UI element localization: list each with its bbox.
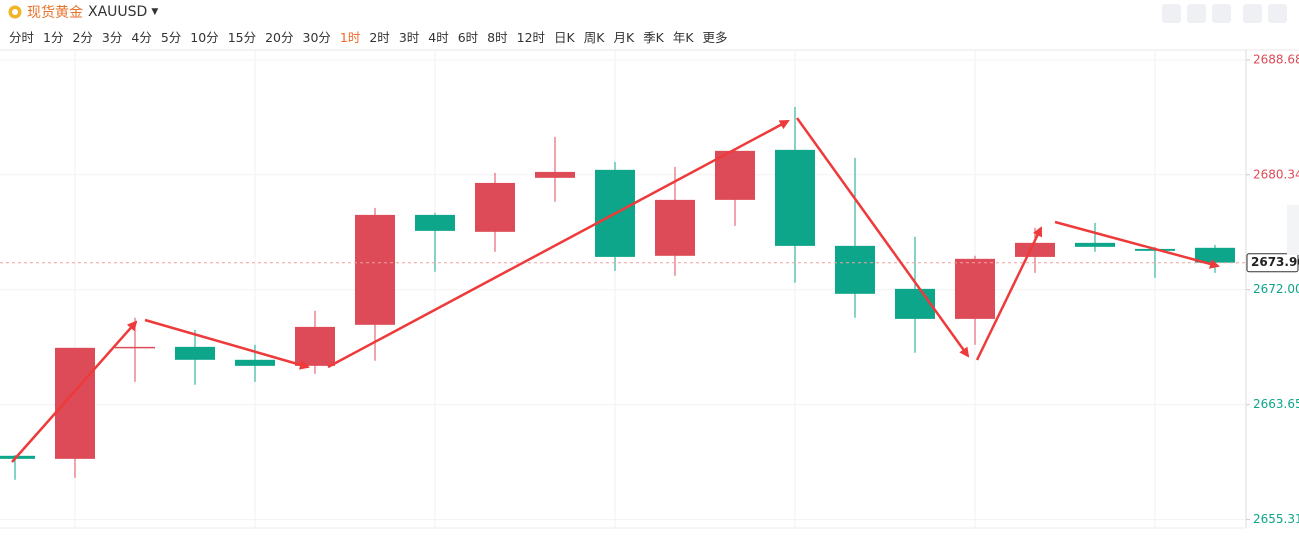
candle-body (235, 359, 275, 366)
candle-body (475, 182, 515, 232)
y-tick-label: 2680.34 (1253, 167, 1299, 181)
interval[interactable]: 30分 (302, 30, 331, 45)
side-handle[interactable] (1287, 205, 1299, 255)
interval[interactable]: 20分 (265, 30, 294, 45)
candle-body (295, 326, 335, 366)
interval[interactable]: 2分 (72, 30, 93, 45)
tool-button[interactable] (1212, 4, 1231, 23)
interval-bar: 分时 1分 2分 3分 4分 5分 10分 15分 20分 30分 1时 2时 3时 4时 6时 8时 12时日… (9, 27, 728, 46)
candle-body (655, 199, 695, 256)
interval[interactable]: 1时 (339, 30, 361, 45)
tool-button[interactable] (1187, 4, 1206, 23)
last-price-box (1246, 253, 1299, 273)
annotation-arrows (11, 117, 1220, 463)
dropdown-caret[interactable]: ▼ (151, 7, 159, 17)
interval[interactable]: 4时 (428, 30, 449, 45)
interval[interactable]: 月K (613, 30, 635, 45)
candle-body (415, 214, 455, 231)
y-tick-label: 2655.31 (1253, 512, 1299, 526)
candle-body (955, 258, 995, 319)
candle-body (895, 288, 935, 319)
tool-button[interactable] (1268, 4, 1287, 23)
interval[interactable]: 周K (583, 30, 605, 45)
candle-body (715, 150, 755, 200)
interval[interactable]: 1分 (43, 30, 64, 45)
toolbar (1162, 4, 1287, 23)
y-tick-label: 2688.68 (1253, 52, 1299, 66)
interval[interactable]: 12时 (516, 30, 546, 45)
candle-body (775, 149, 815, 246)
interval[interactable]: 分时 (9, 30, 35, 45)
symbol[interactable]: XAUUSD (88, 4, 148, 20)
candle-body (1195, 247, 1235, 263)
interval[interactable]: 5分 (160, 30, 182, 45)
interval[interactable]: 15分 (227, 30, 257, 45)
interval[interactable]: 3分 (101, 30, 123, 45)
interval[interactable]: 10分 (190, 30, 219, 45)
candle-body (175, 346, 215, 360)
interval[interactable]: 季K (643, 30, 664, 45)
candle-body (115, 346, 155, 349)
tool-button[interactable] (1162, 4, 1181, 23)
interval[interactable]: 6时 (457, 30, 479, 45)
interval[interactable]: 年K (672, 30, 694, 45)
interval[interactable]: 2时 (369, 30, 390, 45)
interval[interactable]: 日K (554, 30, 575, 45)
candle-body (535, 171, 575, 178)
gold-icon (8, 5, 22, 19)
last-price-label: 2673.96 (1251, 255, 1299, 269)
candle-body (55, 347, 95, 459)
interval[interactable]: 8时 (487, 30, 508, 45)
candle-body (1075, 242, 1115, 247)
header: 现货黄金 XAUUSD ▼ (8, 2, 158, 22)
more-menu[interactable]: 更多 (702, 30, 728, 45)
candle-body (1015, 242, 1055, 257)
interval[interactable]: 4分 (131, 30, 152, 45)
candle-body (835, 245, 875, 294)
candle-body (355, 214, 395, 325)
y-tick-label: 2663.65 (1253, 397, 1299, 411)
title: 现货黄金 (27, 5, 83, 21)
tool-button[interactable] (1243, 4, 1262, 23)
interval[interactable]: 3时 (398, 30, 420, 45)
y-tick-label: 2672.00 (1253, 282, 1299, 296)
